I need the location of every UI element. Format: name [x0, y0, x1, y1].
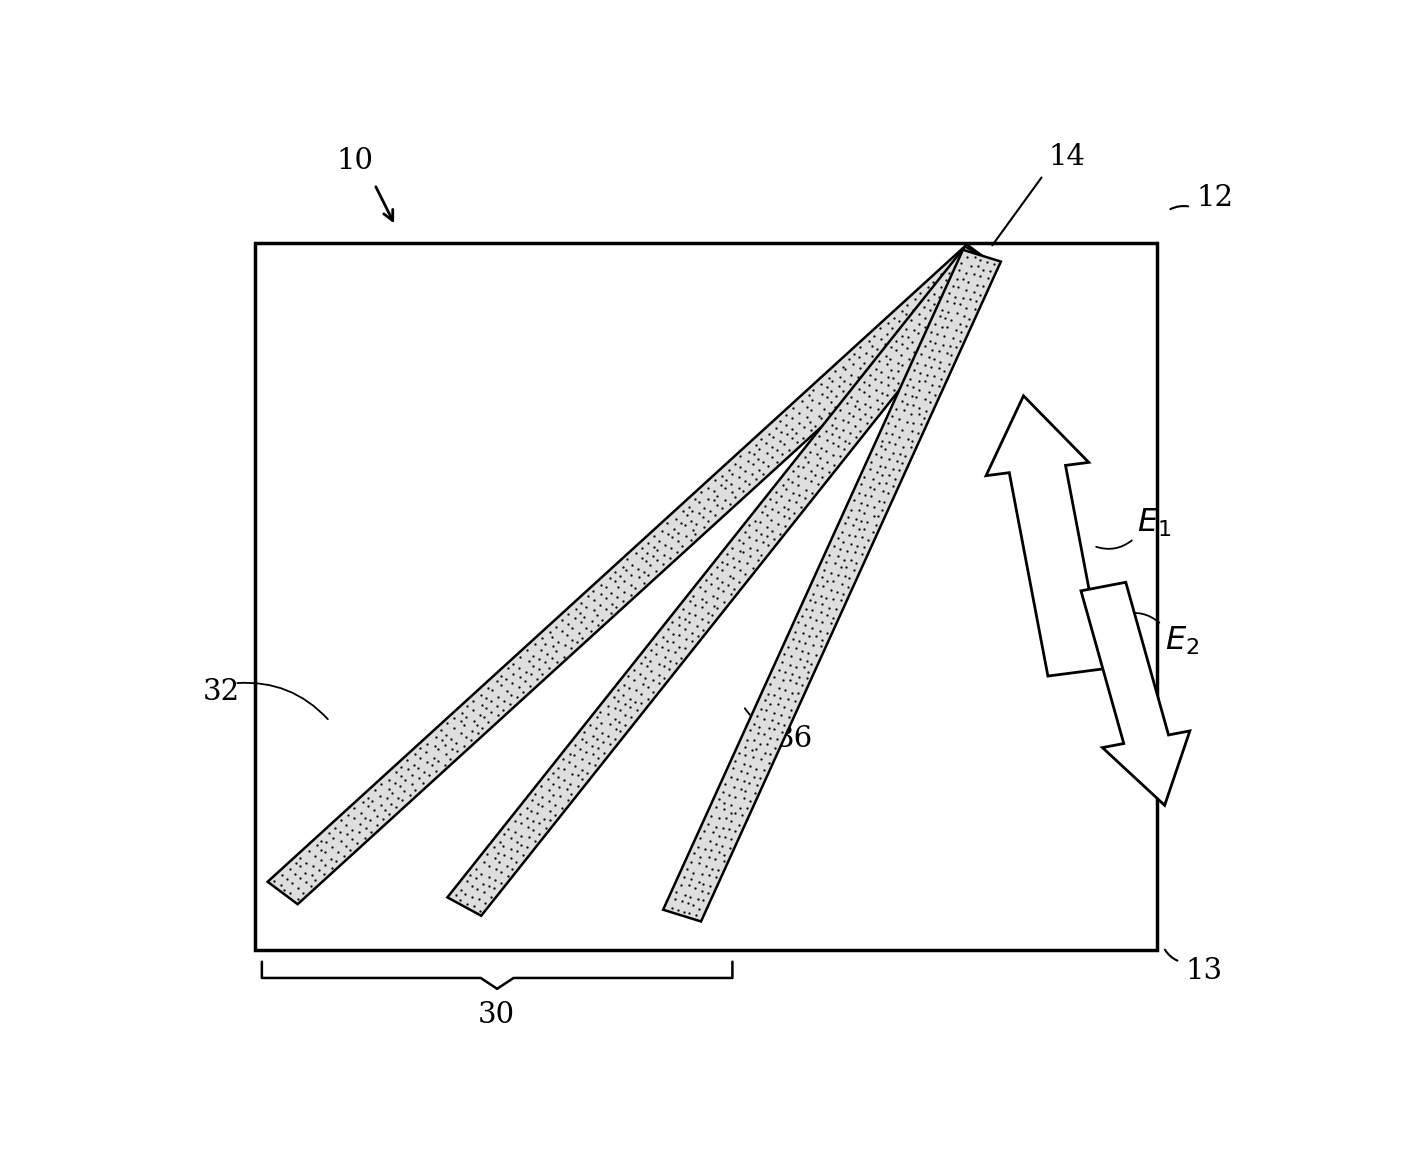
Text: 34: 34: [565, 608, 602, 636]
Text: 13: 13: [1186, 957, 1223, 985]
Text: 36: 36: [777, 726, 813, 754]
Text: $E_1$: $E_1$: [1137, 506, 1172, 539]
Text: 10: 10: [336, 147, 373, 175]
Polygon shape: [986, 396, 1104, 676]
Polygon shape: [1082, 582, 1190, 805]
Text: $E_2$: $E_2$: [1165, 625, 1199, 657]
Text: 14: 14: [1049, 143, 1086, 170]
Polygon shape: [268, 244, 997, 904]
Text: 32: 32: [203, 679, 240, 707]
Polygon shape: [664, 250, 1001, 922]
Polygon shape: [448, 247, 998, 916]
Text: 12: 12: [1196, 184, 1234, 211]
Bar: [256, 243, 1156, 950]
Text: 30: 30: [477, 1001, 514, 1030]
